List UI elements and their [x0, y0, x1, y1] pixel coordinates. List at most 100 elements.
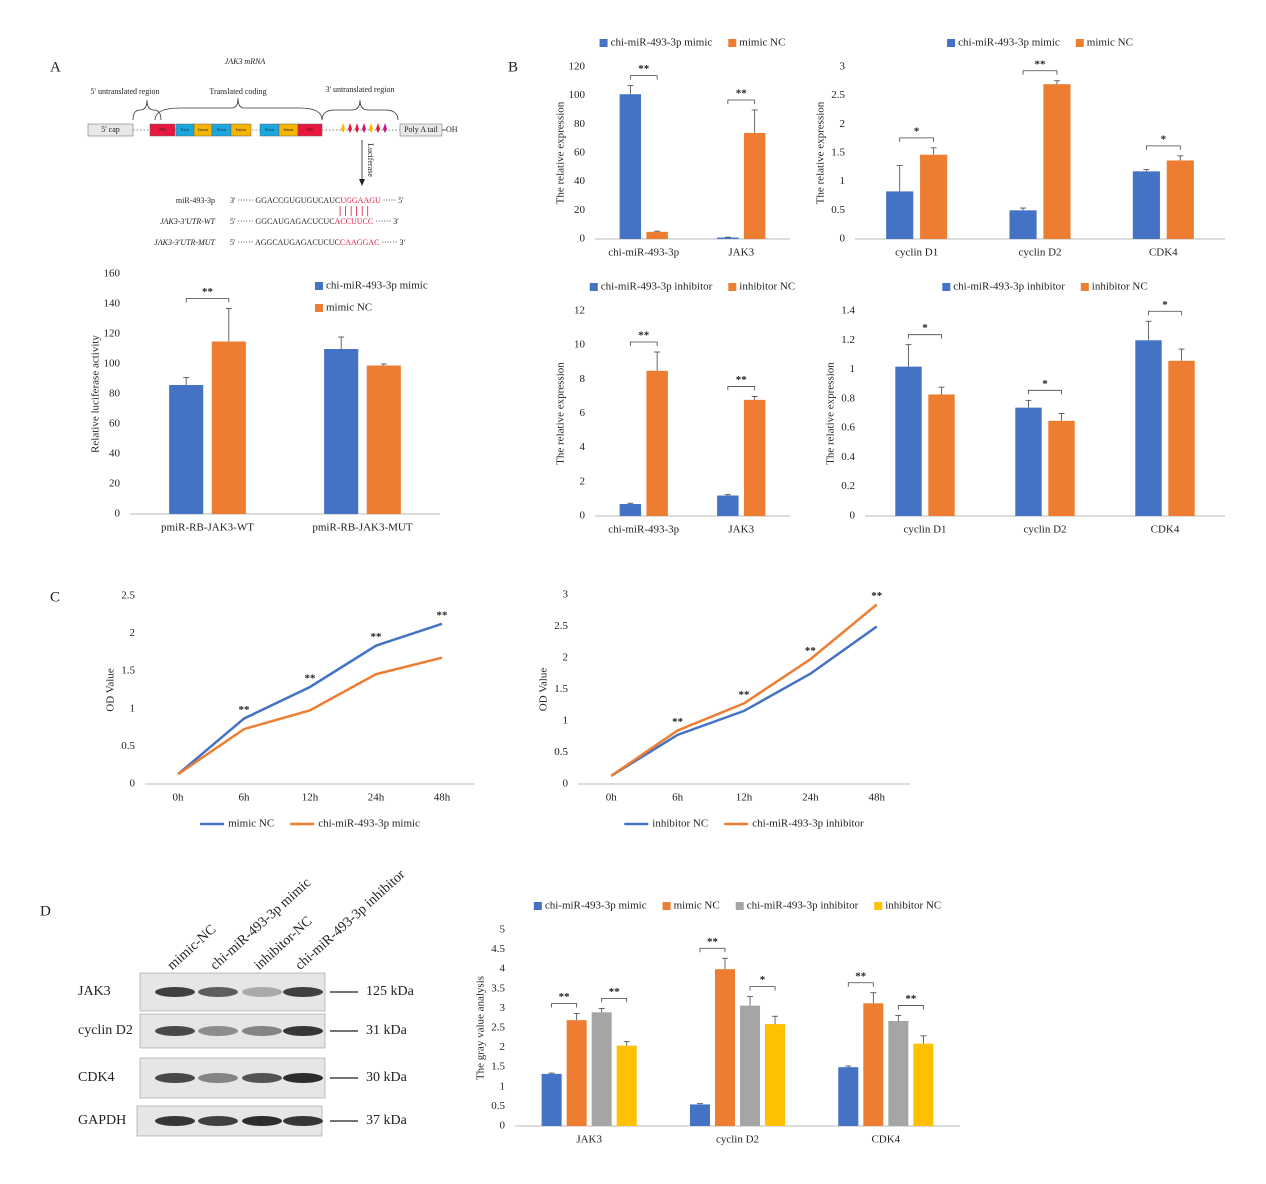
- y-tick-label: 3.5: [491, 982, 505, 994]
- y-tick-label: 0.5: [491, 1100, 505, 1112]
- site-pin: [376, 123, 380, 133]
- block-label: Exon: [181, 127, 189, 132]
- significance-bracket: [908, 334, 942, 339]
- y-tick-label: 4: [500, 963, 506, 975]
- bar: [913, 1043, 934, 1126]
- legend-label: mimic NC: [326, 302, 372, 314]
- y-tick-label: 12: [574, 305, 585, 317]
- significance-label: **: [905, 993, 917, 1005]
- y-tick-label: 5: [500, 924, 506, 936]
- bar: [646, 231, 668, 239]
- band: [242, 1116, 282, 1126]
- sequence-part: 5' ······ GGCAUGAGACUCUC: [230, 217, 335, 226]
- significance-label: **: [305, 673, 317, 685]
- block-label: Intron: [284, 127, 294, 132]
- significance-label: **: [736, 88, 748, 100]
- significance-bracket: [551, 1003, 578, 1008]
- y-tick-label: 0: [130, 778, 136, 790]
- line: [610, 603, 878, 777]
- y-tick-label: 0: [850, 510, 856, 522]
- y-tick-label: 0.5: [121, 740, 135, 752]
- significance-label: **: [707, 936, 719, 948]
- bar: [324, 349, 359, 514]
- significance-bracket: [629, 341, 658, 346]
- significance-bracket: [629, 75, 658, 80]
- bar: [616, 1045, 637, 1126]
- panel-label: C: [50, 589, 60, 605]
- y-axis-label: The relative expression: [555, 362, 567, 465]
- legend-swatch: [315, 282, 323, 290]
- legend-label: chi-miR-493-3p inhibitor: [747, 900, 859, 912]
- y-tick-label: 2: [130, 627, 136, 639]
- x-tick-label: 0h: [173, 792, 185, 804]
- y-tick-label: 120: [104, 328, 121, 340]
- significance-label: **: [871, 590, 883, 602]
- binding-site: ACCUUCC: [335, 217, 374, 226]
- significance-bracket: [185, 298, 230, 303]
- y-tick-label: 1.5: [831, 147, 845, 159]
- legend-swatch: [1080, 283, 1089, 291]
- significance-label: *: [922, 322, 928, 334]
- legend-label: inhibitor NC: [739, 281, 795, 293]
- y-tick-label: 1.5: [491, 1061, 505, 1073]
- sequence-part: ······ 3': [373, 217, 399, 226]
- sequence-part: ······ 3': [379, 238, 405, 247]
- legend-label: inhibitor NC: [1092, 281, 1148, 293]
- block-label: Intron: [198, 127, 208, 132]
- bar: [619, 504, 642, 516]
- band: [242, 987, 282, 997]
- legend-label: mimic NC: [1087, 37, 1133, 49]
- y-tick-label: 60: [574, 147, 586, 159]
- y-tick-label: 0.4: [841, 451, 855, 463]
- band: [155, 987, 195, 997]
- block-label: Poly A tail: [404, 125, 439, 134]
- band: [283, 1073, 323, 1083]
- y-tick-label: 4: [580, 441, 586, 453]
- y-tick-label: 2: [580, 475, 586, 487]
- sequence: 5' ······ GGCAUGAGACUCUCACCUUCC ······ 3…: [230, 217, 399, 226]
- legend: mimic NC chi-miR-493-3p mimic: [200, 818, 420, 830]
- significance-bracket: [1028, 389, 1062, 395]
- legend-swatch: [662, 902, 671, 910]
- block-label: TAG: [306, 127, 314, 132]
- protein-label: cyclin D2: [78, 1023, 133, 1038]
- x-tick-label: JAK3: [728, 247, 754, 259]
- sequence-name: miR-493-3p: [176, 196, 215, 205]
- arrow-label: Luciferase: [366, 143, 375, 177]
- site-pin: [348, 123, 352, 133]
- x-tick-label: CDK4: [871, 1134, 900, 1146]
- size-label: 31 kDa: [366, 1023, 408, 1038]
- bar: [920, 154, 948, 239]
- significance-label: **: [609, 986, 621, 998]
- size-label: 125 kDa: [366, 984, 415, 999]
- y-axis-label: The relative expression: [815, 101, 827, 204]
- bar: [1135, 340, 1162, 516]
- y-tick-label: 80: [109, 388, 121, 400]
- x-tick-label: 12h: [302, 792, 319, 804]
- y-tick-label: 3: [563, 589, 569, 601]
- panel-label: B: [508, 59, 518, 75]
- x-tick-label: cyclin D1: [903, 524, 946, 536]
- protein-label: CDK4: [78, 1070, 115, 1085]
- y-axis-label: OD Value: [105, 668, 117, 712]
- y-tick-label: 0: [580, 233, 586, 245]
- bar: [619, 94, 642, 239]
- y-tick-label: 0.5: [554, 746, 568, 758]
- legend-swatch: [735, 902, 744, 910]
- legend-label: chi-miR-493-3p mimic: [958, 37, 1060, 49]
- significance-bracket: [749, 986, 776, 991]
- site-pin: [362, 123, 366, 133]
- line: [610, 625, 878, 777]
- x-tick-label: 12h: [736, 792, 753, 804]
- y-tick-label: 0: [563, 778, 569, 790]
- band: [198, 1026, 238, 1036]
- legend-swatch: [728, 283, 737, 291]
- y-axis-label: The gray value analysis: [475, 976, 487, 1080]
- sequence: 5' ······ AGGCAUGAGACUCUCCAAGGAC ······ …: [230, 238, 405, 247]
- brace: [321, 99, 399, 121]
- brace: [154, 97, 323, 121]
- x-tick-label: JAK3: [728, 524, 754, 536]
- y-tick-label: 1.2: [841, 334, 855, 346]
- legend-label: chi-miR-493-3p inhibitor: [601, 281, 713, 293]
